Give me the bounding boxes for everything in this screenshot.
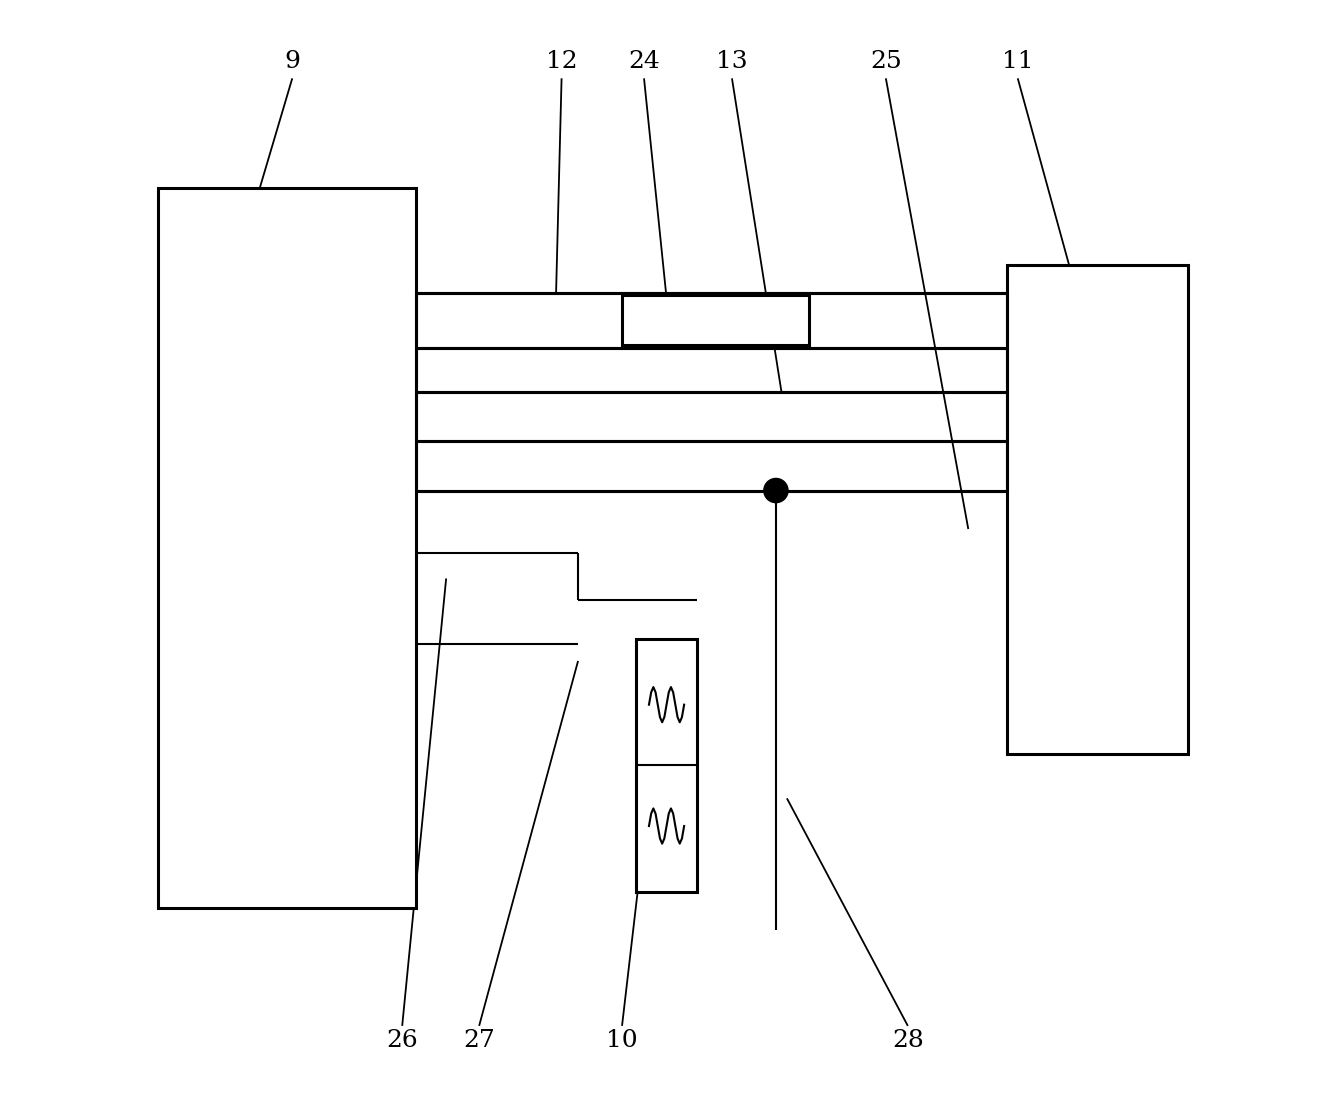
Text: 26: 26: [387, 1028, 418, 1051]
Bar: [158, 188, 416, 908]
Text: 12: 12: [545, 51, 577, 74]
Circle shape: [764, 478, 788, 503]
Text: 24: 24: [629, 51, 659, 74]
Text: 10: 10: [606, 1028, 638, 1051]
Bar: [416, 293, 1007, 490]
Text: 27: 27: [463, 1028, 496, 1051]
Bar: [622, 295, 808, 345]
Text: 9: 9: [285, 51, 301, 74]
Text: 13: 13: [716, 51, 748, 74]
Bar: [637, 639, 697, 892]
Text: 28: 28: [892, 1028, 924, 1051]
Bar: [1007, 266, 1189, 755]
Text: 11: 11: [1002, 51, 1034, 74]
Text: 25: 25: [870, 51, 901, 74]
